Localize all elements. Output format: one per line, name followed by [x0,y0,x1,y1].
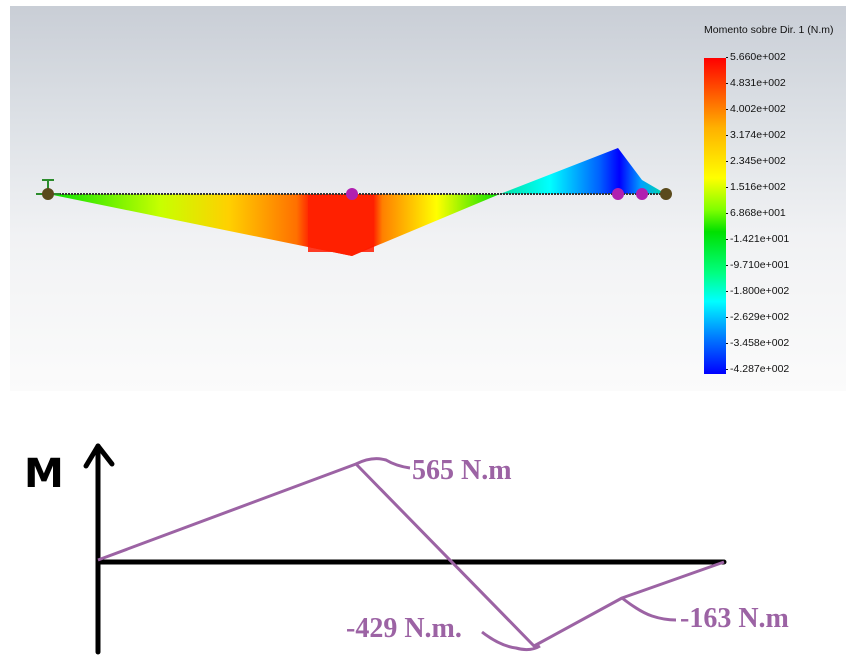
legend-tick: -3.458e+002 [725,337,790,349]
label-max-moment: 565 N.m [412,455,512,486]
axis-arrow-head [83,443,115,469]
legend-color-bar [704,58,726,374]
left-support-node[interactable] [42,188,54,200]
legend-title: Momento sobre Dir. 1 (N.m) [704,24,834,36]
leader-max [355,457,411,470]
legend-tick: -9.710e+001 [725,259,790,271]
positive-moment-region [48,194,500,256]
label-end-moment: -163 N.m [680,603,789,634]
moment-diagram-model [36,148,672,256]
legend-tick: 4.831e+002 [726,77,786,89]
load-point-node[interactable] [346,188,358,200]
legend-tick: 6.868e+001 [726,207,786,219]
load-point-node[interactable] [636,188,648,200]
legend-tick: -4.287e+002 [725,363,790,375]
legend-tick: 5.660e+002 [726,51,786,63]
label-min-moment: -429 N.m. [346,613,462,644]
legend-tick: 3.174e+002 [726,129,786,141]
legend-tick: -1.421e+001 [725,233,790,245]
leader-min [481,630,541,652]
legend-tick: -2.629e+002 [725,311,790,323]
legend-tick: -1.800e+002 [725,285,790,297]
right-support-node[interactable] [660,188,672,200]
moment-curve [97,462,725,648]
negative-moment-region [500,148,666,194]
max-moment-zone-taper [308,194,374,256]
load-point-node[interactable] [612,188,624,200]
hand-drawn-moment-sketch [83,443,727,655]
leader-end [621,596,677,622]
legend-tick: 4.002e+002 [726,103,786,115]
axis-label-m: M [24,451,64,497]
legend-tick: 1.516e+002 [726,181,786,193]
legend-tick: 2.345e+002 [726,155,786,167]
